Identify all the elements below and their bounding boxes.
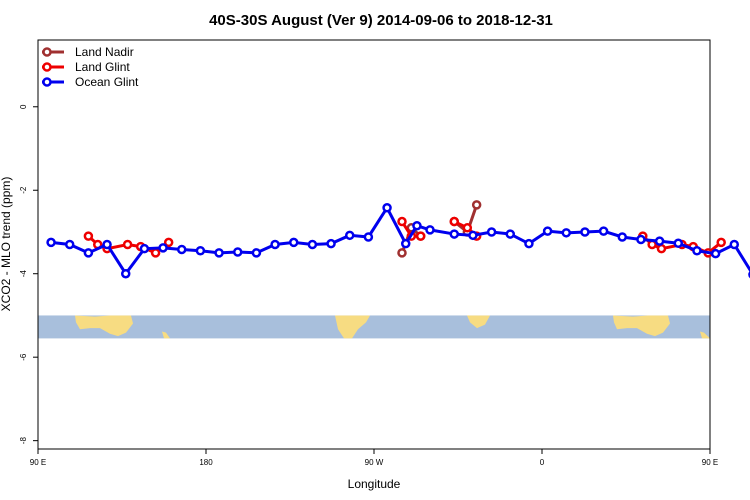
point-ocean-glint: [468, 230, 478, 241]
point-ocean-glint: [654, 236, 665, 246]
series-ocean-glint: [46, 203, 750, 279]
point-ocean-glint: [288, 237, 299, 248]
legend-label-ocean-glint: Ocean Glint: [75, 75, 139, 89]
y-tick-label: 0: [19, 104, 28, 109]
point-ocean-glint: [729, 239, 740, 250]
x-tick-label: 90 E: [702, 458, 718, 467]
chart-title: 40S-30S August (Ver 9) 2014-09-06 to 201…: [209, 12, 553, 29]
point-land-nadir: [471, 200, 482, 210]
point-ocean-glint: [344, 230, 355, 241]
point-ocean-glint: [326, 238, 336, 249]
map-ocean: [38, 315, 710, 339]
point-land-glint: [462, 223, 473, 233]
legend-marker-ocean-glint: [42, 77, 52, 87]
point-ocean-glint: [195, 246, 206, 256]
point-ocean-glint: [120, 268, 131, 279]
point-ocean-glint: [363, 232, 374, 242]
point-ocean-glint: [251, 248, 262, 258]
point-land-glint: [449, 216, 460, 227]
point-land-glint: [122, 239, 133, 250]
legend-marker-land-glint: [42, 62, 52, 72]
point-ocean-glint: [400, 238, 411, 249]
new-zealand-shape-2: [700, 331, 710, 339]
y-axis-label: XCO2 - MLO trend (ppm): [0, 177, 13, 312]
point-ocean-glint: [673, 238, 684, 248]
point-ocean-glint: [412, 220, 422, 231]
x-tick-label: 90 E: [30, 458, 46, 467]
point-land-glint: [397, 216, 407, 227]
point-ocean-glint: [425, 225, 435, 235]
point-ocean-glint: [598, 226, 609, 236]
point-ocean-glint: [542, 226, 553, 236]
y-tick-label: -8: [19, 437, 28, 445]
y-tick-label: -4: [19, 270, 28, 278]
point-ocean-glint: [636, 234, 646, 245]
africa-shape: [467, 315, 490, 329]
y-tick-label: -2: [19, 186, 28, 194]
australia-shape-2: [613, 315, 670, 337]
point-land-nadir: [397, 248, 407, 258]
point-ocean-glint: [617, 232, 628, 242]
point-land-glint: [83, 231, 94, 241]
point-ocean-glint: [46, 237, 56, 248]
axis-ticks: 90 E 180 90 W 0 90 E 0 -2 -4 -6 -8: [19, 104, 718, 467]
point-ocean-glint: [307, 239, 318, 250]
legend-label-land-nadir: Land Nadir: [75, 45, 134, 59]
point-ocean-glint: [449, 229, 460, 239]
point-land-glint: [656, 243, 667, 254]
point-ocean-glint: [561, 228, 572, 238]
point-ocean-glint: [486, 227, 497, 237]
point-ocean-glint: [214, 248, 224, 258]
y-tick-label: -6: [19, 353, 28, 361]
x-tick-label: 0: [540, 458, 545, 467]
legend-label-land-glint: Land Glint: [75, 60, 130, 74]
point-ocean-glint: [692, 246, 702, 256]
point-land-glint: [163, 237, 174, 248]
south-america-shape: [335, 315, 370, 339]
point-ocean-glint: [232, 247, 243, 257]
x-axis-label: Longitude: [348, 477, 401, 491]
point-ocean-glint: [158, 243, 168, 253]
x-tick-label: 180: [199, 458, 213, 467]
point-ocean-glint: [710, 248, 721, 259]
point-ocean-glint: [83, 248, 94, 258]
australia-shape: [75, 315, 133, 337]
point-ocean-glint: [580, 227, 590, 237]
series-line-ocean-glint: [50, 204, 750, 277]
point-land-glint: [150, 248, 161, 258]
point-land-glint: [415, 231, 426, 241]
point-ocean-glint: [64, 239, 75, 250]
point-ocean-glint: [270, 239, 280, 250]
world-map-strip: [38, 315, 710, 339]
point-ocean-glint: [102, 239, 112, 250]
legend-marker-land-nadir: [42, 47, 52, 57]
point-ocean-glint: [382, 203, 392, 213]
point-ocean-glint: [524, 238, 534, 249]
point-ocean-glint: [505, 229, 516, 239]
point-land-glint: [716, 237, 726, 248]
series-layer: [46, 200, 750, 279]
point-ocean-glint: [139, 243, 150, 254]
new-zealand-shape: [162, 331, 170, 339]
x-tick-label: 90 W: [365, 458, 384, 467]
point-ocean-glint: [176, 244, 187, 255]
